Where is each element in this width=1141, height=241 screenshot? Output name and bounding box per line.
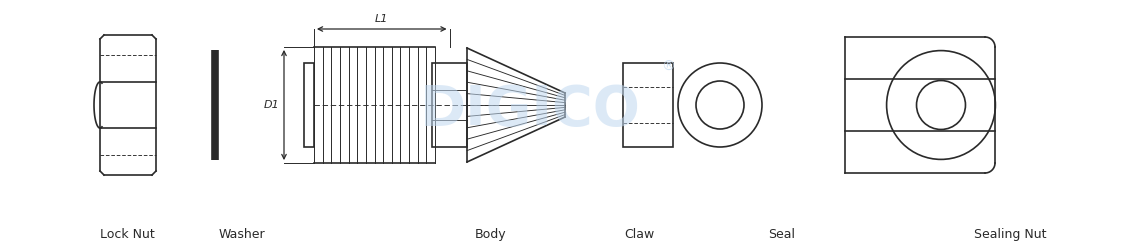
Bar — [432, 63, 467, 147]
Text: D1: D1 — [264, 100, 280, 110]
Text: L1: L1 — [375, 14, 388, 24]
Text: Seal: Seal — [768, 228, 795, 241]
Text: Body: Body — [475, 228, 507, 241]
Bar — [304, 63, 314, 147]
Text: DIGICO: DIGICO — [420, 83, 640, 137]
Text: Sealing Nut: Sealing Nut — [973, 228, 1046, 241]
Text: Claw: Claw — [624, 228, 654, 241]
Text: Lock Nut: Lock Nut — [100, 228, 155, 241]
Text: Washer: Washer — [219, 228, 265, 241]
Text: ®: ® — [661, 60, 675, 74]
Bar — [623, 63, 673, 147]
